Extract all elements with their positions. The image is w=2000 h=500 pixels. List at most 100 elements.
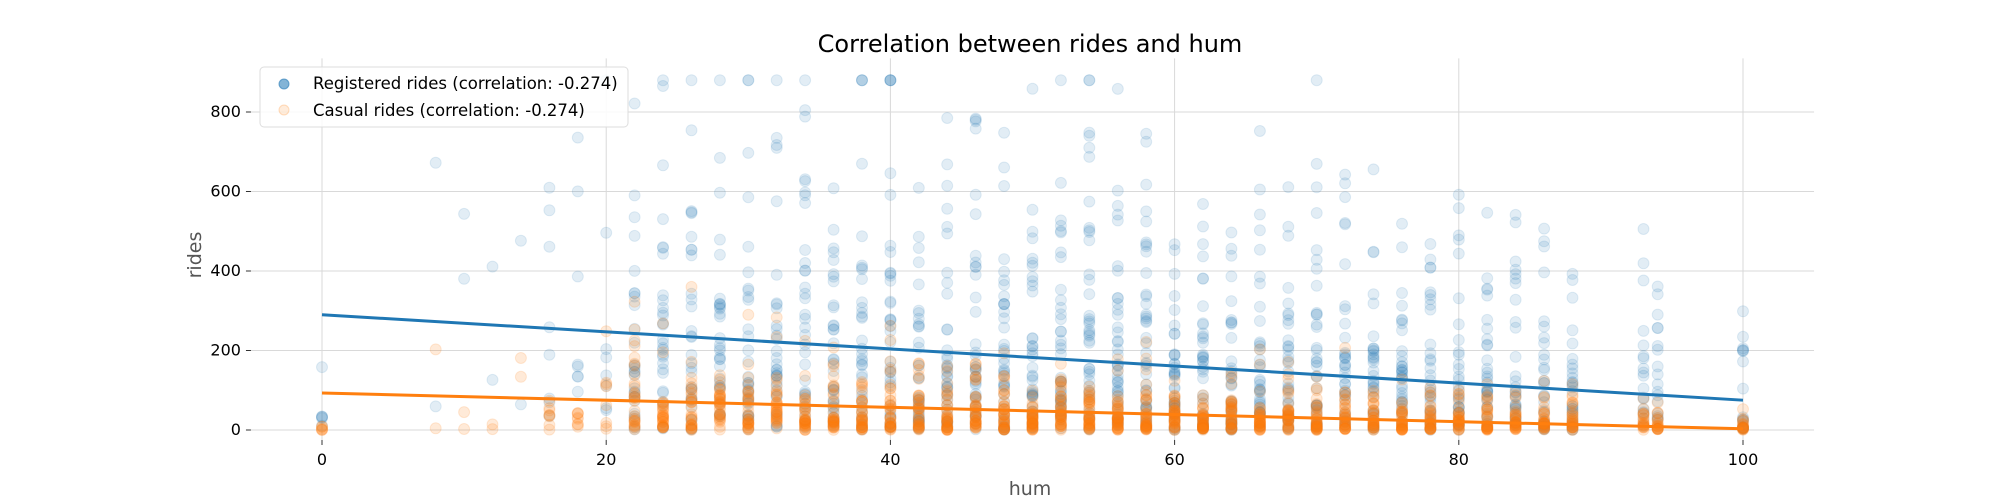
scatter-point	[799, 391, 812, 404]
scatter-point	[998, 365, 1011, 377]
scatter-point	[1054, 342, 1067, 355]
scatter-point	[799, 321, 812, 334]
scatter-point	[1111, 82, 1124, 95]
scatter-point	[600, 420, 613, 433]
scatter-point	[713, 381, 726, 394]
scatter-point	[1481, 322, 1494, 335]
scatter-point	[1168, 327, 1181, 340]
scatter-point	[713, 297, 726, 310]
scatter-point	[1083, 385, 1096, 398]
scatter-point	[856, 371, 868, 384]
x-tick-label: 80	[1449, 450, 1469, 469]
scatter-point	[1083, 386, 1096, 399]
scatter-point	[514, 398, 527, 411]
scatter-point	[941, 393, 954, 406]
scatter-point	[799, 104, 812, 117]
scatter-point	[1054, 395, 1067, 408]
scatter-point	[1396, 360, 1408, 373]
scatter-point	[827, 319, 840, 332]
scatter-point	[1253, 125, 1266, 137]
scatter-point	[1452, 401, 1465, 414]
scatter-point	[998, 377, 1011, 390]
scatter-point	[884, 274, 897, 287]
scatter-point	[799, 189, 812, 202]
scatter-point	[912, 413, 925, 426]
scatter-point	[1253, 343, 1266, 356]
scatter-point	[628, 360, 641, 372]
scatter-point	[1310, 419, 1323, 432]
scatter-point	[1026, 285, 1039, 298]
scatter-point	[1026, 417, 1039, 429]
scatter-point	[1111, 326, 1124, 339]
scatter-point	[657, 306, 669, 319]
scatter-point	[657, 405, 669, 418]
scatter-point	[884, 380, 897, 393]
scatter-point	[941, 323, 954, 336]
scatter-point	[1197, 423, 1209, 435]
y-tick-label: 0	[231, 420, 241, 439]
scatter-point	[1111, 390, 1124, 403]
scatter-point	[600, 422, 613, 435]
scatter-point	[1140, 127, 1153, 140]
scatter-point	[1452, 188, 1465, 201]
scatter-point	[884, 296, 897, 309]
scatter-point	[1197, 300, 1209, 313]
scatter-point	[770, 413, 783, 426]
scatter-point	[1225, 379, 1238, 392]
scatter-point	[1168, 244, 1181, 257]
scatter-point	[742, 408, 755, 421]
scatter-point	[1083, 309, 1096, 322]
scatter-point	[1339, 217, 1352, 229]
scatter-point	[827, 417, 840, 430]
scatter-point	[799, 385, 812, 398]
scatter-point	[998, 180, 1011, 192]
scatter-point	[969, 361, 982, 374]
scatter-point	[1481, 386, 1494, 399]
scatter-point	[1168, 399, 1181, 412]
scatter-point	[799, 387, 812, 400]
scatter-point	[486, 260, 499, 273]
scatter-point	[1452, 229, 1465, 242]
scatter-point	[912, 392, 925, 405]
scatter-point	[969, 291, 982, 304]
scatter-point	[1225, 422, 1238, 434]
scatter-point	[316, 420, 328, 433]
scatter-point	[1140, 316, 1153, 329]
scatter-point	[998, 161, 1011, 174]
scatter-point	[713, 151, 726, 164]
scatter-point	[1566, 402, 1579, 415]
scatter-point	[1452, 233, 1465, 246]
scatter-point	[486, 423, 499, 436]
scatter-point	[1637, 339, 1650, 352]
scatter-point	[1651, 308, 1664, 321]
scatter-point	[912, 304, 925, 317]
scatter-point	[969, 417, 982, 430]
scatter-point	[1509, 400, 1522, 413]
scatter-point	[1026, 390, 1039, 403]
scatter-point	[713, 74, 726, 87]
scatter-point	[1197, 350, 1209, 363]
scatter-point	[856, 74, 868, 87]
scatter-point	[1197, 397, 1209, 410]
scatter-point	[1310, 344, 1323, 357]
scatter-point	[657, 422, 669, 435]
scatter-point	[884, 363, 897, 376]
scatter-point	[799, 173, 812, 186]
scatter-point	[1367, 330, 1380, 343]
scatter-point	[1083, 74, 1096, 87]
scatter-point	[1339, 389, 1352, 402]
scatter-point	[1282, 396, 1295, 409]
scatter-point	[884, 313, 897, 326]
scatter-point	[1140, 245, 1153, 258]
scatter-point	[628, 368, 641, 381]
scatter-point	[657, 419, 669, 432]
scatter-point	[1197, 351, 1209, 364]
scatter-point	[600, 379, 613, 392]
scatter-point	[1481, 389, 1494, 402]
scatter-point	[1168, 397, 1181, 410]
scatter-point	[657, 414, 669, 427]
scatter-point	[969, 409, 982, 422]
scatter-point	[1424, 386, 1437, 399]
scatter-point	[316, 361, 328, 374]
scatter-point	[1140, 368, 1153, 381]
